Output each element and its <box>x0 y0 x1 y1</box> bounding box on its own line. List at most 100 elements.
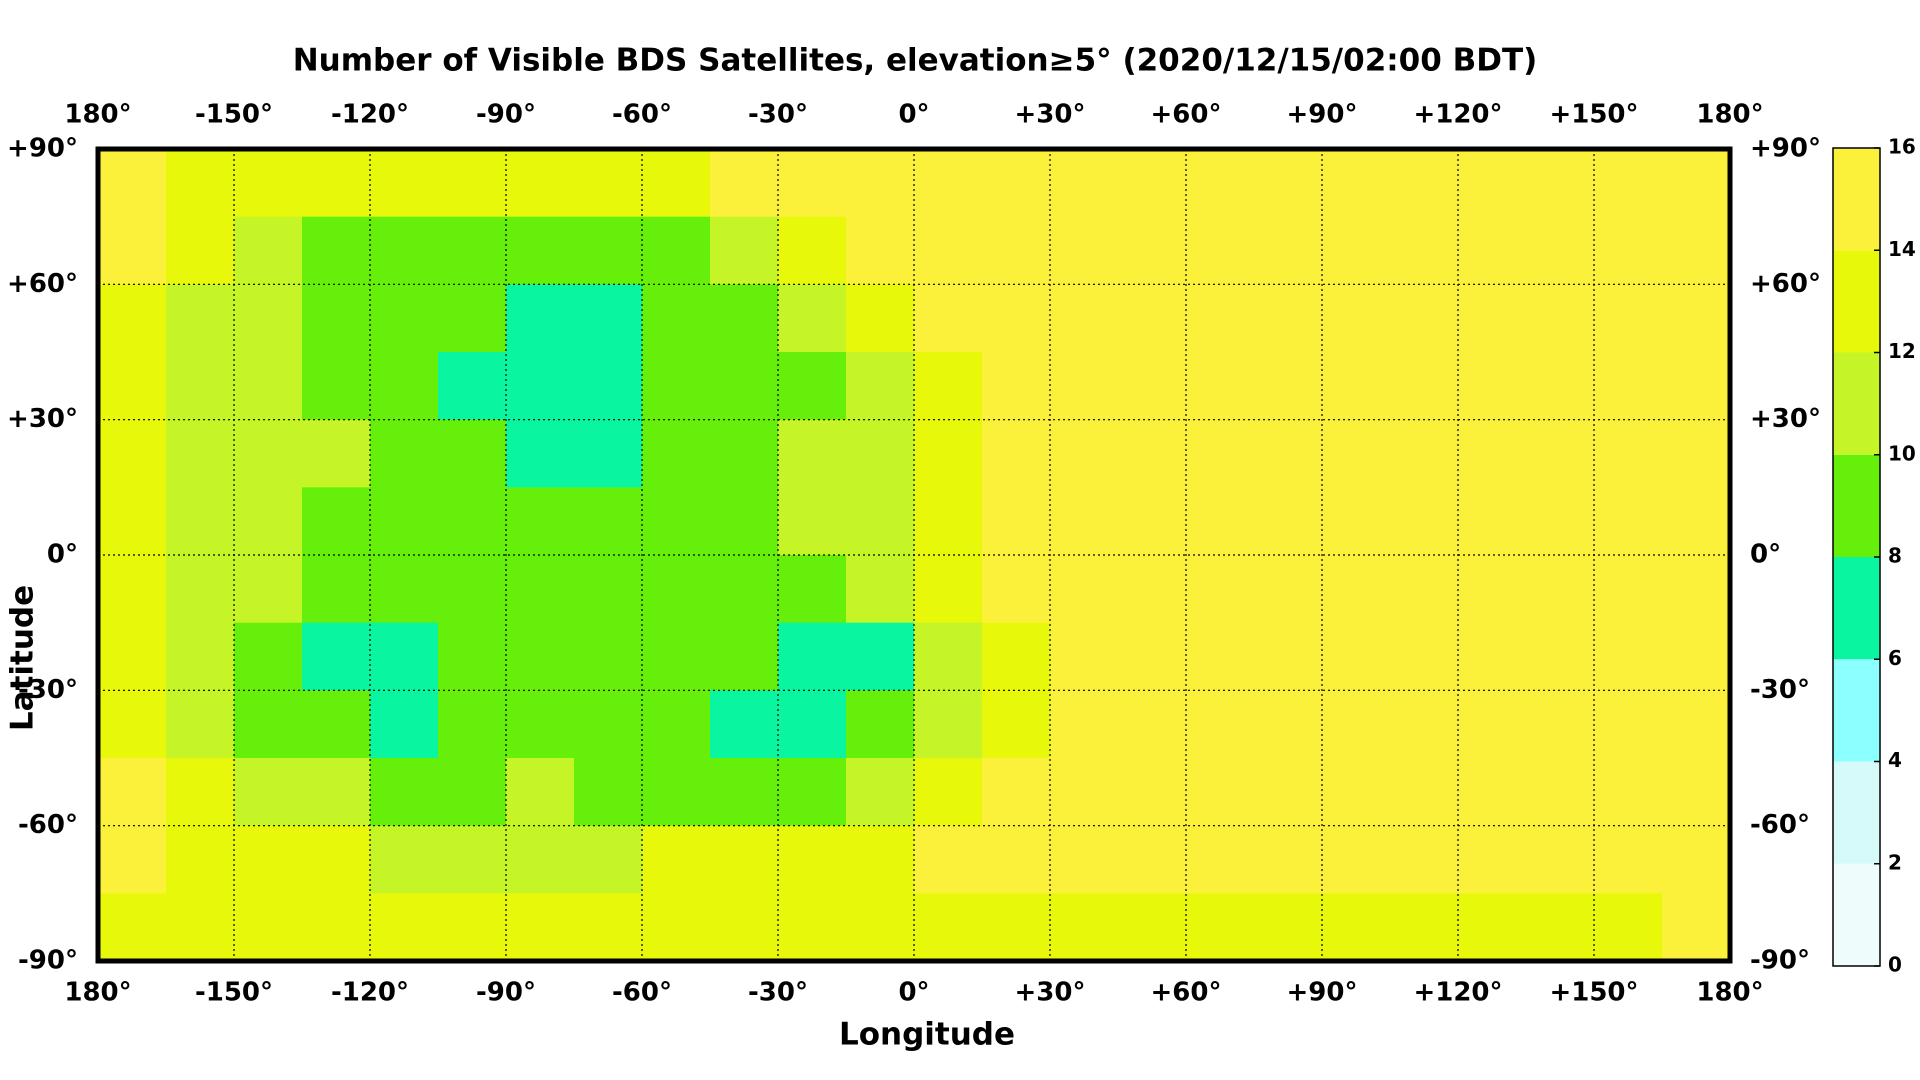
heat-cell <box>1662 555 1731 624</box>
heat-cell <box>1458 284 1527 353</box>
heat-cell <box>846 216 915 285</box>
heat-cell <box>982 758 1051 827</box>
heat-cell <box>234 352 303 421</box>
heat-cell <box>302 352 371 421</box>
heat-cell <box>710 758 779 827</box>
heat-cell <box>302 555 371 624</box>
heat-cell <box>710 825 779 894</box>
heat-cell <box>1526 216 1595 285</box>
heat-cell <box>234 419 303 488</box>
chart-title: Number of Visible BDS Satellites, elevat… <box>293 43 1538 79</box>
heat-cell <box>370 622 439 691</box>
heat-cell <box>1662 893 1731 962</box>
x-tick-label: 180° <box>1696 978 1763 1008</box>
heat-cell <box>982 555 1051 624</box>
heat-cell <box>370 758 439 827</box>
heat-cell <box>1594 216 1663 285</box>
heat-cell <box>1594 419 1663 488</box>
heat-cell <box>914 284 983 353</box>
heat-cell <box>1458 555 1527 624</box>
colorbar-segment <box>1833 352 1880 455</box>
heat-cell <box>846 690 915 759</box>
heat-cell <box>574 419 643 488</box>
heat-cell <box>1050 487 1119 556</box>
y-tick-label: -60° <box>18 810 78 840</box>
x-tick-label: -120° <box>331 100 409 130</box>
heat-cell <box>1594 622 1663 691</box>
x-tick-label: 0° <box>898 100 929 130</box>
heat-cell <box>234 893 303 962</box>
x-tick-label: +30° <box>1015 100 1086 130</box>
heat-cell <box>1594 690 1663 759</box>
heat-cell <box>98 216 167 285</box>
colorbar-tick-label: 12 <box>1888 339 1916 363</box>
heat-cell <box>1458 149 1527 218</box>
heat-cell <box>1186 825 1255 894</box>
heat-cell <box>1050 216 1119 285</box>
heat-cell <box>302 216 371 285</box>
heat-cell <box>506 825 575 894</box>
heat-cell <box>710 352 779 421</box>
heat-cell <box>438 419 507 488</box>
heat-cell <box>1118 825 1187 894</box>
heat-cell <box>914 487 983 556</box>
heat-cell <box>982 893 1051 962</box>
heat-cell <box>302 893 371 962</box>
heat-cell <box>574 149 643 218</box>
heat-cell <box>98 284 167 353</box>
heat-cell <box>1322 893 1391 962</box>
heat-cell <box>914 758 983 827</box>
heat-cell <box>166 149 235 218</box>
heat-cell <box>1254 758 1323 827</box>
y-tick-label: +60° <box>1750 269 1821 299</box>
x-tick-label: +30° <box>1015 978 1086 1008</box>
x-tick-label: -30° <box>748 978 808 1008</box>
heat-cell <box>506 149 575 218</box>
heat-cell <box>1186 893 1255 962</box>
heat-cell <box>166 758 235 827</box>
heat-cell <box>846 758 915 827</box>
heat-cell <box>1322 487 1391 556</box>
heat-cell <box>642 419 711 488</box>
heat-cell <box>166 825 235 894</box>
heat-cell <box>574 893 643 962</box>
colorbar-segment <box>1833 148 1880 251</box>
heat-cell <box>1254 352 1323 421</box>
heat-cell <box>1662 825 1731 894</box>
heat-cell <box>1118 487 1187 556</box>
heat-cell <box>1322 622 1391 691</box>
heat-cell <box>506 893 575 962</box>
heat-cell <box>574 825 643 894</box>
heat-cell <box>982 487 1051 556</box>
heat-cell <box>98 758 167 827</box>
heat-cell <box>1322 284 1391 353</box>
heat-cell <box>846 893 915 962</box>
heat-cell <box>1390 419 1459 488</box>
y-tick-label: +30° <box>1750 404 1821 434</box>
heat-cell <box>1390 555 1459 624</box>
heat-cell <box>1050 690 1119 759</box>
heat-cell <box>1254 419 1323 488</box>
heat-cell <box>166 487 235 556</box>
heat-cell <box>982 825 1051 894</box>
x-tick-label: +90° <box>1287 100 1358 130</box>
heat-cell <box>778 893 847 962</box>
heat-cell <box>438 487 507 556</box>
heat-cell <box>1186 555 1255 624</box>
heat-cell <box>302 284 371 353</box>
heat-cell <box>370 284 439 353</box>
heat-cell <box>642 284 711 353</box>
heat-cell <box>506 690 575 759</box>
heat-cell <box>1662 758 1731 827</box>
heat-cell <box>438 284 507 353</box>
heat-cell <box>506 758 575 827</box>
heat-cell <box>506 216 575 285</box>
heat-cell <box>370 419 439 488</box>
heat-cell <box>1390 352 1459 421</box>
heat-cell <box>914 149 983 218</box>
y-axis-label: Latitude <box>5 585 41 731</box>
heat-cell <box>1662 352 1731 421</box>
heat-cell <box>642 758 711 827</box>
heat-cell <box>1526 825 1595 894</box>
colorbar-tick-label: 16 <box>1888 135 1916 159</box>
